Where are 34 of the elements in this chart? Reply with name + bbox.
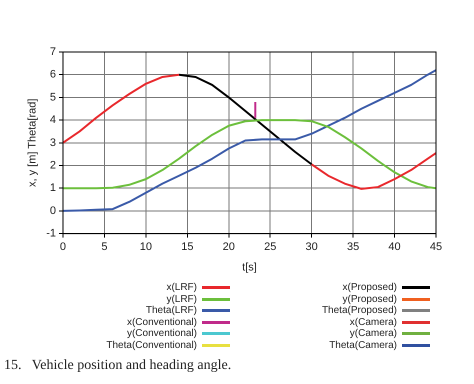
y-tick-label: 0 — [50, 204, 56, 217]
y-tick-label: 3 — [50, 136, 56, 149]
legend-label: y(Camera) — [350, 328, 397, 340]
x-tick-label: 40 — [388, 241, 401, 254]
y-tick-label: 6 — [50, 68, 56, 81]
y-tick-label: 1 — [50, 182, 56, 194]
x-tick-label: 5 — [101, 241, 108, 254]
y-tick-label: 5 — [50, 91, 56, 104]
x-tick-label: 25 — [264, 241, 276, 254]
x-tick-label: 35 — [346, 241, 360, 254]
x-tick-label: 45 — [430, 241, 442, 254]
x-tick-label: 30 — [306, 241, 318, 254]
legend-label: x(Proposed) — [342, 282, 397, 293]
y-tick-label: 2 — [50, 160, 56, 172]
legend-label: y(Conventional) — [126, 328, 197, 340]
legend-label: Theta(Proposed) — [322, 305, 397, 316]
y-tick-label: 7 — [50, 46, 56, 58]
legend-label: y(Proposed) — [342, 294, 397, 305]
y-tick-label: -1 — [46, 228, 56, 240]
legend-label: Theta(LRF) — [146, 305, 197, 316]
legend-label: y(LRF) — [166, 294, 197, 305]
x-tick-label: 10 — [140, 241, 152, 254]
legend-label: Theta(Camera) — [329, 340, 397, 351]
x-tick-label: 20 — [222, 241, 235, 254]
x-tick-label: 0 — [60, 241, 66, 254]
y-tick-label: 4 — [50, 114, 56, 126]
x-axis-title: t[s] — [242, 261, 257, 274]
legend-label: x(LRF) — [166, 282, 197, 293]
text: 15. Vehicle position and heading angle. — [4, 358, 232, 374]
legend-label: x(Camera) — [350, 316, 397, 328]
legend-label: Theta(Conventional) — [106, 340, 197, 351]
x-tick-label: 15 — [181, 241, 194, 254]
y-axis-title: x, y [m] Theta[rad] — [26, 98, 39, 188]
legend-label: x(Conventional) — [126, 316, 197, 328]
